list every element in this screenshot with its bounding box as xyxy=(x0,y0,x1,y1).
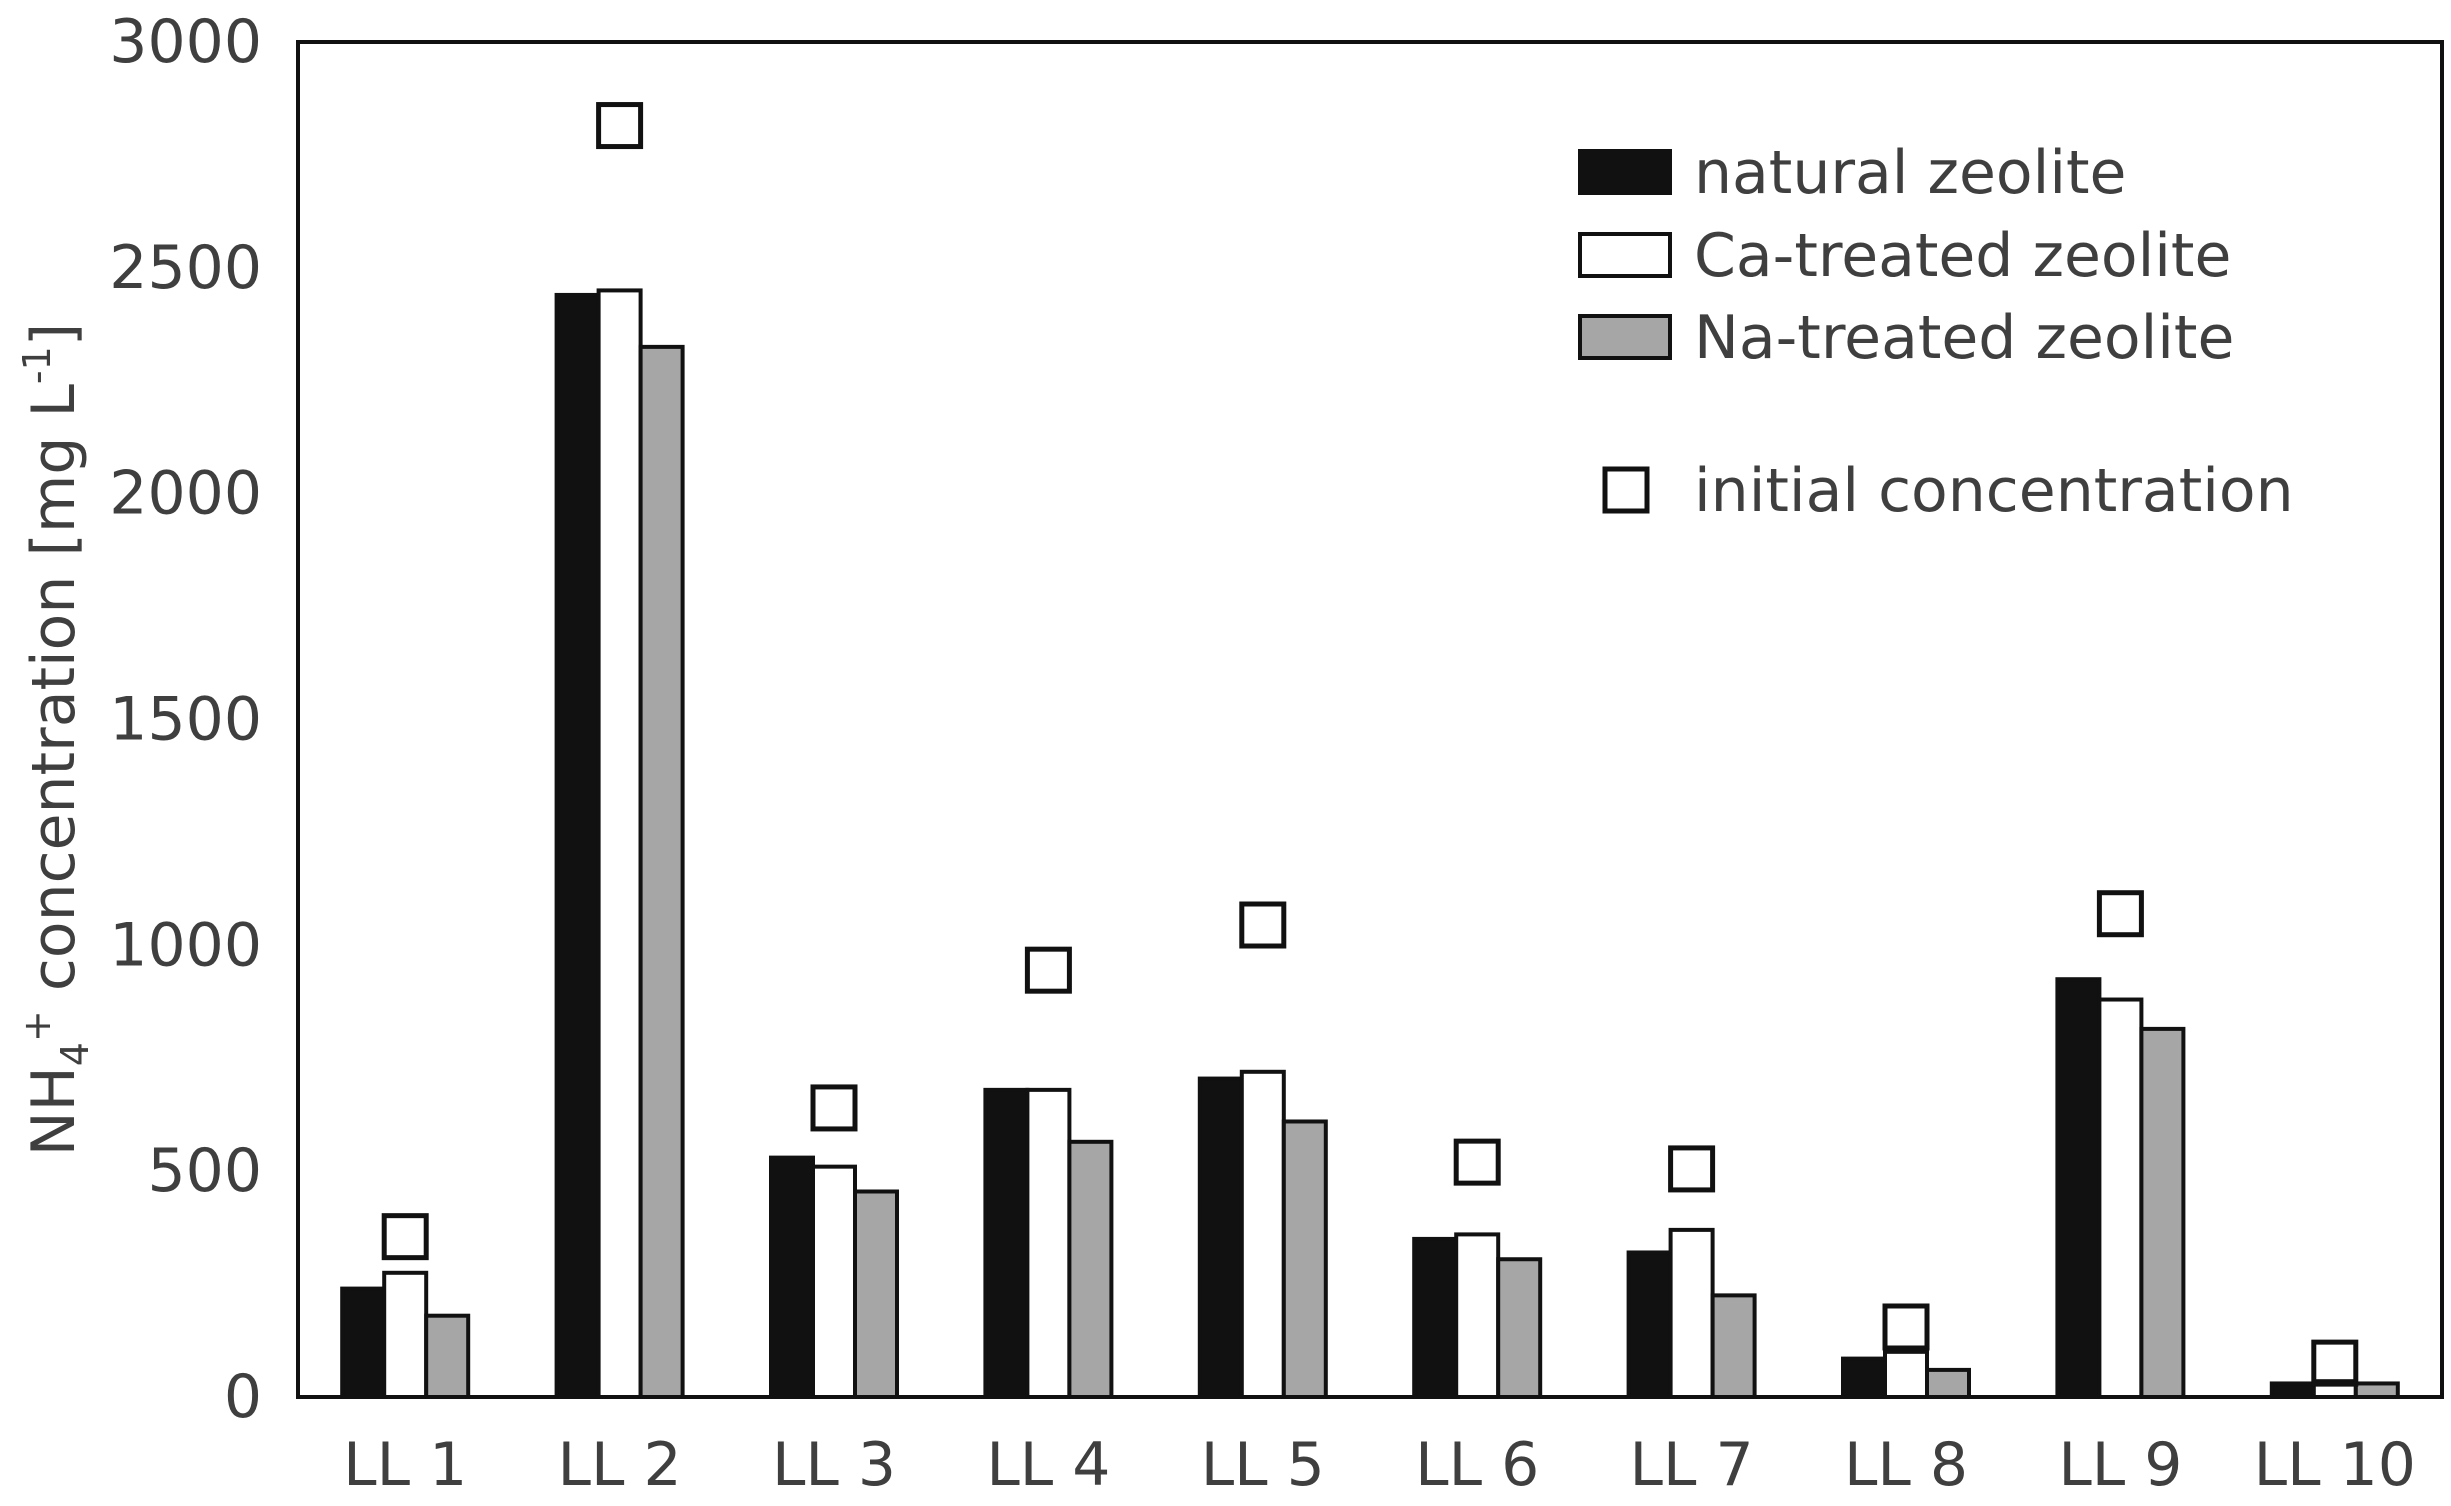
bar-natural-zeolite xyxy=(2269,1381,2316,1399)
bar-natural-zeolite xyxy=(1626,1250,1673,1400)
initial-concentration-marker xyxy=(2096,890,2144,938)
y-tick-label: 0 xyxy=(224,1362,262,1432)
bar-ca-treated-zeolite xyxy=(2097,997,2144,1399)
y-axis-ticks: 0 500 1000 1500 2000 2500 3000 xyxy=(109,7,262,1432)
x-axis-labels: LL 1 LL 2 LL 3 LL 4 LL 5 LL 6 LL 7 LL 8 LL 9 LL 1… xyxy=(343,1430,2416,1500)
x-tick-label: LL 8 xyxy=(1844,1430,1968,1500)
bar-na-treated-zeolite xyxy=(2353,1381,2400,1399)
x-tick-label: LL 4 xyxy=(986,1430,1110,1500)
y-tick-label: 1500 xyxy=(109,685,262,755)
x-tick-label: LL 10 xyxy=(2254,1430,2416,1500)
legend-label: Ca-treated zeolite xyxy=(1694,221,2231,291)
x-tick-label: LL 7 xyxy=(1630,1430,1754,1500)
plot-area-frame xyxy=(296,40,2444,1399)
y-tick-label: 2500 xyxy=(109,233,262,303)
bar-natural-zeolite xyxy=(340,1286,387,1399)
bar-ca-treated-zeolite xyxy=(1025,1087,1072,1400)
bar-na-treated-zeolite xyxy=(638,344,685,1399)
initial-concentration-marker xyxy=(381,1213,429,1261)
initial-concentration-markers xyxy=(381,102,2359,1387)
bar-ca-treated-zeolite xyxy=(382,1270,429,1399)
y-tick-label: 3000 xyxy=(109,7,262,77)
bar-na-treated-zeolite xyxy=(1281,1119,1328,1399)
initial-concentration-marker xyxy=(1668,1145,1716,1193)
bar-na-treated-zeolite xyxy=(853,1189,899,1400)
legend-label: Na-treated zeolite xyxy=(1694,303,2234,373)
bar-ca-treated-zeolite xyxy=(596,288,643,1400)
x-tick-label: LL 6 xyxy=(1415,1430,1539,1500)
bar-na-treated-zeolite xyxy=(1496,1257,1543,1400)
bar-series xyxy=(340,288,2400,1400)
x-tick-label: LL 5 xyxy=(1201,1430,1325,1500)
y-tick-label: 1000 xyxy=(109,910,262,980)
legend: natural zeolite Ca-treated zeolite Na-trea… xyxy=(1578,138,2294,526)
bar-natural-zeolite xyxy=(1412,1236,1459,1399)
x-tick-label: LL 3 xyxy=(772,1430,896,1500)
bar-na-treated-zeolite xyxy=(424,1313,471,1399)
bar-natural-zeolite xyxy=(769,1155,815,1400)
initial-concentration-marker xyxy=(1239,901,1287,949)
initial-concentration-marker xyxy=(2311,1339,2359,1387)
initial-concentration-marker xyxy=(1882,1303,1930,1351)
bar-na-treated-zeolite xyxy=(1067,1139,1114,1400)
bar-natural-zeolite xyxy=(2055,977,2102,1399)
initial-concentration-marker xyxy=(810,1084,858,1132)
bar-natural-zeolite xyxy=(554,292,601,1399)
y-tick-label: 2000 xyxy=(109,459,262,529)
bar-ca-treated-zeolite xyxy=(1883,1349,1929,1400)
legend-label: natural zeolite xyxy=(1694,138,2126,208)
bar-ca-treated-zeolite xyxy=(1668,1227,1715,1399)
initial-concentration-marker xyxy=(596,102,644,150)
bar-na-treated-zeolite xyxy=(1925,1367,1971,1400)
x-tick-label: LL 2 xyxy=(558,1430,682,1500)
bar-ca-treated-zeolite xyxy=(1239,1069,1286,1400)
x-tick-label: LL 1 xyxy=(343,1430,467,1500)
y-axis-label: NH4+ concentration [mg L-1] xyxy=(15,323,97,1156)
legend-label: initial concentration xyxy=(1694,456,2294,526)
bar-natural-zeolite xyxy=(1197,1076,1244,1399)
bar-na-treated-zeolite xyxy=(1710,1293,1757,1399)
legend-marker xyxy=(1602,466,1650,514)
bar-na-treated-zeolite xyxy=(2139,1026,2186,1400)
x-tick-label: LL 9 xyxy=(2058,1430,2182,1500)
y-tick-label: 500 xyxy=(147,1136,262,1206)
legend-swatch xyxy=(1578,314,1672,360)
bar-ca-treated-zeolite xyxy=(811,1164,857,1400)
legend-swatch xyxy=(1578,149,1672,195)
initial-concentration-marker xyxy=(1453,1138,1501,1186)
bar-natural-zeolite xyxy=(1841,1356,1887,1399)
bar-natural-zeolite xyxy=(983,1087,1030,1400)
legend-swatch xyxy=(1578,232,1672,278)
bar-ca-treated-zeolite xyxy=(1454,1232,1501,1400)
initial-concentration-marker xyxy=(1024,946,1072,994)
